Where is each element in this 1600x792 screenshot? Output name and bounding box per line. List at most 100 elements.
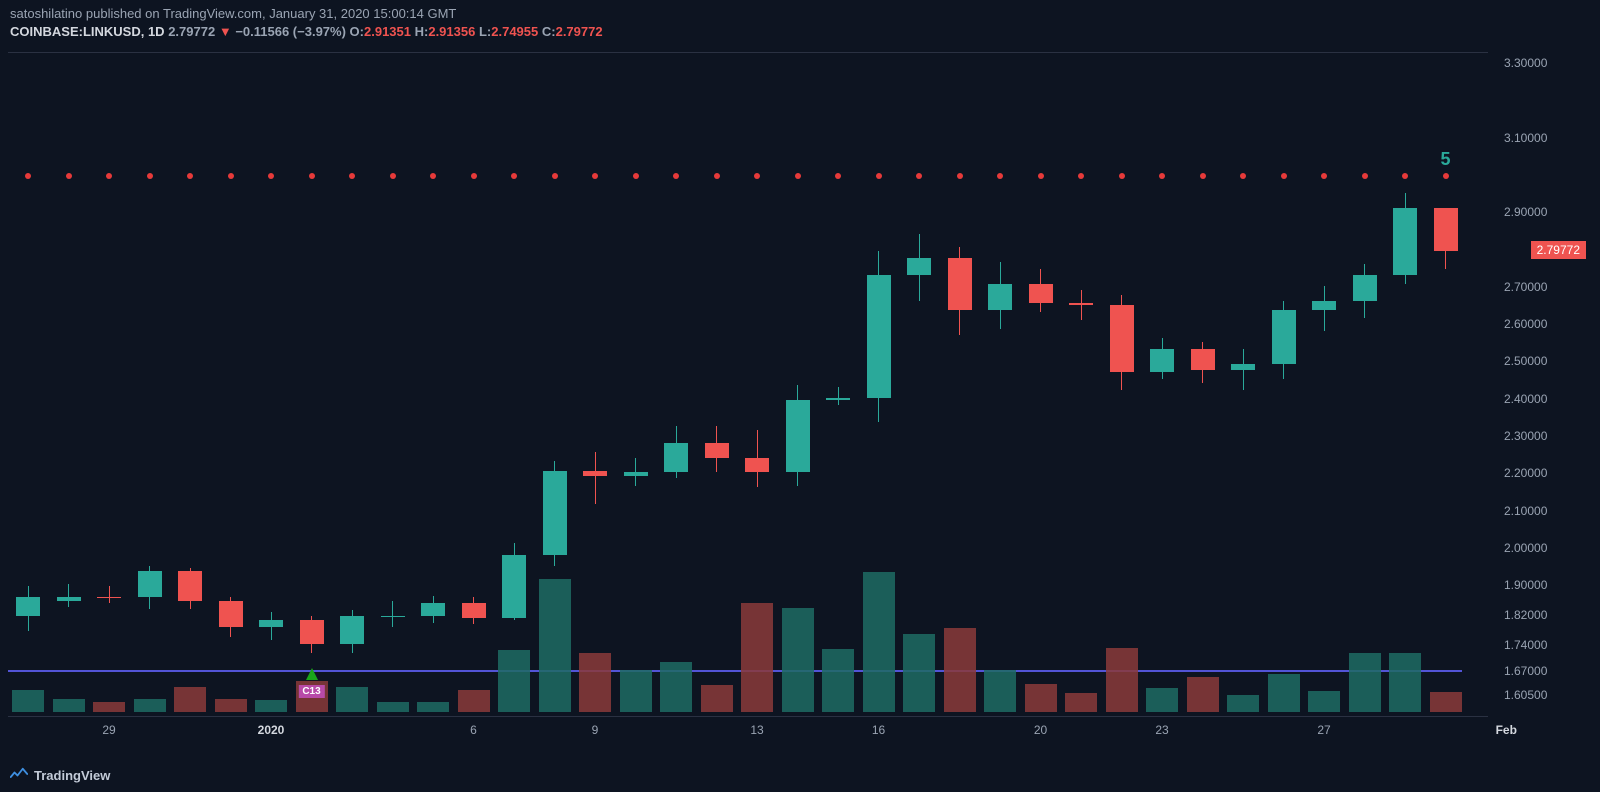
candle-body <box>948 258 972 310</box>
sar-dot <box>187 173 193 179</box>
candle-body <box>1069 303 1093 305</box>
candle-body <box>624 472 648 476</box>
candle-body <box>97 597 121 598</box>
y-tick: 2.00000 <box>1492 541 1592 555</box>
volume-bar <box>903 634 935 712</box>
x-tick: 20 <box>1034 723 1047 737</box>
candle-body <box>1353 275 1377 301</box>
x-axis[interactable]: 292020691316202327Feb4 <box>8 716 1488 744</box>
volume-bar <box>660 662 692 712</box>
td-c13-badge: C13 <box>298 685 324 698</box>
sar-dot <box>390 173 396 179</box>
volume-bar <box>1308 691 1340 712</box>
candle-body <box>583 471 607 477</box>
sar-dot <box>714 173 720 179</box>
candle-body <box>502 555 526 618</box>
y-tick: 3.10000 <box>1492 131 1592 145</box>
low-label: L: <box>479 24 491 39</box>
candle-body <box>138 571 162 597</box>
last-price: 2.79772 <box>168 24 215 39</box>
volume-bar <box>134 699 166 712</box>
candle-body <box>1434 208 1458 251</box>
candle-body <box>1029 284 1053 303</box>
candle-body <box>867 275 891 398</box>
sar-dot <box>633 173 639 179</box>
candle-body <box>1272 310 1296 364</box>
low-value: 2.74955 <box>491 24 538 39</box>
x-tick: 27 <box>1317 723 1330 737</box>
volume-bar <box>539 579 571 712</box>
candle-body <box>259 620 283 627</box>
candle-body <box>219 601 243 627</box>
y-tick: 1.67000 <box>1492 664 1592 678</box>
y-axis[interactable]: 3.300003.100002.900002.700002.600002.500… <box>1488 52 1592 712</box>
volume-bar <box>1389 653 1421 712</box>
candle-wick <box>68 584 69 606</box>
volume-bar <box>53 699 85 712</box>
x-tick: 16 <box>872 723 885 737</box>
change-value: −0.11566 (−3.97%) <box>235 24 346 39</box>
candle-body <box>786 400 810 473</box>
volume-bar <box>215 699 247 712</box>
volume-bar <box>93 702 125 712</box>
sar-dot <box>876 173 882 179</box>
sar-dot <box>1119 173 1125 179</box>
y-tick: 3.30000 <box>1492 56 1592 70</box>
open-label: O: <box>350 24 364 39</box>
candle-body <box>1393 208 1417 275</box>
volume-bar <box>944 628 976 712</box>
sar-dot <box>25 173 31 179</box>
y-tick: 1.82000 <box>1492 608 1592 622</box>
candle-body <box>988 284 1012 310</box>
y-tick: 2.50000 <box>1492 354 1592 368</box>
sar-dot <box>835 173 841 179</box>
volume-bar <box>255 700 287 712</box>
x-tick: 29 <box>102 723 115 737</box>
sar-dot <box>228 173 234 179</box>
y-tick: 1.74000 <box>1492 638 1592 652</box>
volume-bar <box>701 685 733 712</box>
y-tick: 2.30000 <box>1492 429 1592 443</box>
candle-body <box>421 603 445 616</box>
volume-bar <box>417 702 449 713</box>
candle-body <box>664 443 688 473</box>
candle-body <box>1312 301 1336 310</box>
candle-body <box>543 471 567 555</box>
y-tick: 1.60500 <box>1492 688 1592 702</box>
candle-body <box>178 571 202 601</box>
close-value: 2.79772 <box>556 24 603 39</box>
candle-wick <box>595 452 596 504</box>
high-label: H: <box>415 24 429 39</box>
y-tick: 2.20000 <box>1492 466 1592 480</box>
brand-footer: TradingView <box>10 767 110 784</box>
volume-bar <box>620 670 652 712</box>
x-tick: 13 <box>750 723 763 737</box>
price-chart-pane[interactable]: 5C13 <box>8 52 1488 712</box>
volume-bar <box>1025 684 1057 712</box>
volume-bar <box>822 649 854 712</box>
high-value: 2.91356 <box>428 24 475 39</box>
sar-dot <box>795 173 801 179</box>
candle-wick <box>109 586 110 603</box>
candle-body <box>826 398 850 400</box>
candle-body <box>1150 349 1174 371</box>
sar-dot <box>147 173 153 179</box>
y-tick: 2.90000 <box>1492 205 1592 219</box>
volume-bar <box>984 670 1016 712</box>
volume-bar <box>174 687 206 712</box>
volume-bar <box>1106 648 1138 712</box>
volume-bar <box>1065 693 1097 712</box>
sar-dot <box>552 173 558 179</box>
sar-dot <box>511 173 517 179</box>
volume-bar <box>782 608 814 712</box>
candle-body <box>16 597 40 616</box>
publish-info: satoshilatino published on TradingView.c… <box>10 6 1590 21</box>
sar-dot <box>1321 173 1327 179</box>
sar-dot <box>1200 173 1206 179</box>
volume-bar <box>1349 653 1381 712</box>
tradingview-logo-icon <box>10 767 28 784</box>
y-tick: 1.90000 <box>1492 578 1592 592</box>
candle-body <box>462 603 486 618</box>
close-label: C: <box>542 24 556 39</box>
candle-body <box>300 620 324 644</box>
